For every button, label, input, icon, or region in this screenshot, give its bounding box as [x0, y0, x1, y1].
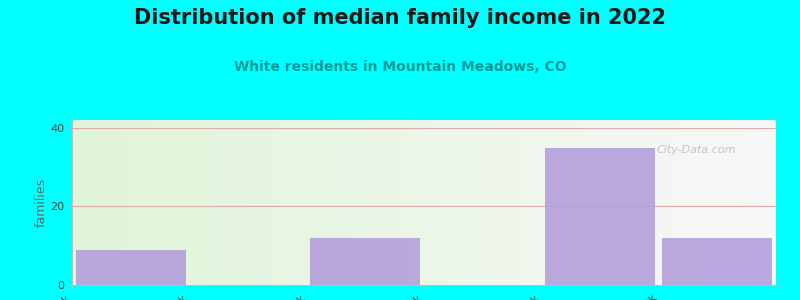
Text: White residents in Mountain Meadows, CO: White residents in Mountain Meadows, CO	[234, 60, 566, 74]
Text: City-Data.com: City-Data.com	[656, 145, 736, 155]
Bar	[662, 238, 773, 285]
Text: Distribution of median family income in 2022: Distribution of median family income in …	[134, 8, 666, 28]
Bar	[545, 148, 655, 285]
Bar	[75, 250, 186, 285]
Bar	[310, 238, 421, 285]
Y-axis label: families: families	[34, 178, 47, 227]
